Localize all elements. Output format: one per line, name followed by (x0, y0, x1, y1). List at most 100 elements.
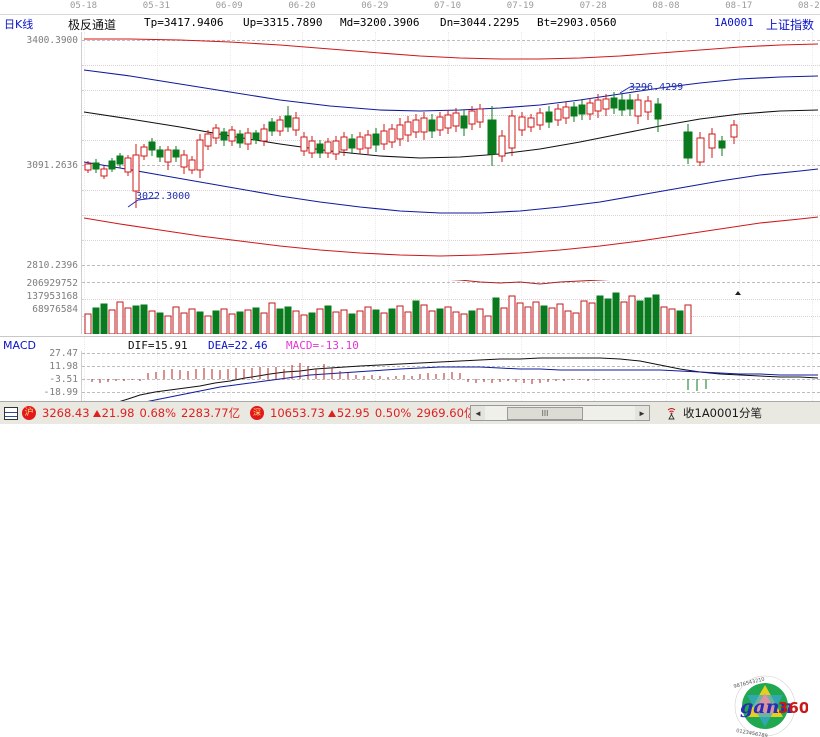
vertical-gridline (156, 337, 158, 401)
price-chart-svg (83, 38, 819, 257)
macd-hist-value: MACD=-13.10 (286, 339, 359, 352)
macd-tick-2: 11.98 (49, 361, 78, 372)
gridline (82, 282, 820, 283)
up-arrow-icon (92, 409, 101, 417)
macd-pane[interactable]: MACD DIF=15.91 DEA=22.46 MACD=-13.10 27.… (0, 336, 820, 737)
shanghai-seal-icon[interactable]: 沪 (22, 406, 36, 420)
gridline (82, 90, 820, 91)
svg-text:360: 360 (778, 699, 808, 717)
gridline (82, 215, 820, 216)
macd-tick-4: -18.99 (43, 387, 78, 398)
sz-index-change: 52.95 (336, 406, 370, 420)
gridline (82, 265, 820, 266)
sh-index-amount: 2283.77亿 (181, 406, 241, 420)
date-tick: 06-09 (215, 1, 243, 11)
gridline (82, 392, 820, 393)
volume-marker-icon (735, 291, 741, 295)
vertical-gridline (302, 280, 304, 334)
volume-pane[interactable]: 206929752 137953168 68976584 (0, 278, 820, 334)
resistance-leader-line (619, 86, 648, 94)
gridline (82, 299, 820, 300)
resistance-label: 3296.4299 (629, 82, 684, 93)
price-axis-line (81, 32, 82, 280)
macd-tick-3: -3.51 (49, 374, 78, 385)
vertical-gridline (739, 337, 741, 401)
macd-label: MACD (3, 339, 36, 352)
price-chart-pane[interactable]: 3400.3900 3091.2636 2810.2396 (0, 32, 820, 280)
vertical-gridline (812, 280, 813, 334)
vertical-gridline (666, 32, 668, 280)
volume-ma-line (449, 280, 611, 285)
chart-header-bar: 日K线 极反通道 Tp=3417.9406 Up=3315.7890 Md=32… (0, 14, 820, 32)
vertical-gridline (302, 32, 304, 280)
date-tick: 06-20 (288, 1, 316, 11)
symbol-code[interactable]: 1A0001 (714, 16, 754, 29)
sz-index-amount: 2969.60亿 (416, 406, 476, 420)
scroll-right-arrow-icon[interactable]: ► (635, 406, 649, 420)
macd-axis-line (81, 351, 82, 415)
gridline (82, 140, 820, 141)
date-axis: 05-18 05-31 06-09 06-20 06-29 07-10 07-19 07-28… (0, 0, 820, 15)
gridline (82, 379, 820, 380)
status-second-group: 深 10653.73 52.95 0.50% 2969.60亿 (250, 402, 475, 424)
status-right-group[interactable]: 收1A0001分笔 (665, 402, 762, 424)
param-up: Up=3315.7890 (243, 16, 323, 29)
date-tick: 05-31 (142, 1, 170, 11)
scroll-thumb[interactable]: III (507, 406, 583, 420)
vertical-gridline (84, 337, 85, 401)
macd-histogram-negative (687, 379, 707, 391)
volume-tick-mid: 137953168 (26, 291, 78, 302)
date-tick: 05-18 (70, 1, 98, 11)
date-tick: 07-10 (434, 1, 462, 11)
support-leader-line (127, 197, 156, 208)
status-bar: 沪 3268.43 21.98 0.68% 2283.77亿 深 10653.7… (0, 401, 820, 424)
sz-index-percent: 0.50% (374, 406, 412, 420)
band-up-line (83, 69, 819, 112)
gridline (82, 40, 820, 41)
vertical-gridline (593, 337, 595, 401)
indicator-title[interactable]: 极反通道 (68, 18, 117, 32)
vertical-gridline (302, 337, 304, 401)
support-label: 3022.3000 (136, 191, 191, 202)
gann360-watermark-logo: gann 360 9876543210 0123456789 (722, 675, 808, 737)
date-tick: 08-28 (798, 1, 820, 11)
sz-index-value: 10653.73 (270, 406, 325, 420)
candlestick-series (84, 92, 738, 208)
vertical-gridline (156, 280, 158, 334)
param-dn: Dn=3044.2295 (440, 16, 520, 29)
grid-view-icon[interactable] (4, 406, 18, 420)
param-bt: Bt=2903.0560 (537, 16, 617, 29)
macd-histogram (91, 363, 605, 384)
volume-tick-low: 68976584 (32, 304, 78, 315)
scroll-left-arrow-icon[interactable]: ◄ (471, 406, 485, 420)
vertical-gridline (375, 337, 377, 401)
status-left-group: 沪 3268.43 21.98 0.68% 2283.77亿 (4, 402, 240, 424)
vertical-gridline (229, 280, 231, 334)
vertical-gridline (812, 337, 813, 401)
macd-dif-line (119, 357, 819, 401)
gridline (82, 240, 820, 241)
macd-dif-value: DIF=15.91 (128, 339, 188, 352)
price-tick-high: 3400.3900 (26, 35, 78, 46)
date-tick: 08-08 (652, 1, 680, 11)
vertical-gridline (448, 32, 449, 280)
vertical-gridline (739, 32, 741, 280)
band-bt-line (83, 216, 819, 257)
symbol-name[interactable]: 上证指数 (766, 18, 815, 32)
volume-chart-svg (84, 280, 741, 334)
vertical-gridline (84, 32, 85, 280)
sh-index-change: 21.98 (101, 406, 135, 420)
price-tick-mid: 3091.2636 (26, 160, 78, 171)
chart-type-label[interactable]: 日K线 (4, 18, 34, 31)
date-tick: 07-28 (579, 1, 607, 11)
gridline (82, 65, 820, 66)
vertical-gridline (229, 32, 231, 280)
vertical-gridline (812, 32, 813, 280)
price-tick-low: 2810.2396 (26, 260, 78, 271)
shenzhen-seal-icon[interactable]: 深 (250, 406, 264, 420)
connection-status-text: 收1A0001分笔 (683, 406, 762, 420)
vertical-gridline (229, 337, 231, 401)
volume-tick-high: 206929752 (26, 278, 78, 289)
horizontal-scrollbar[interactable]: ◄ III ► (470, 405, 650, 421)
